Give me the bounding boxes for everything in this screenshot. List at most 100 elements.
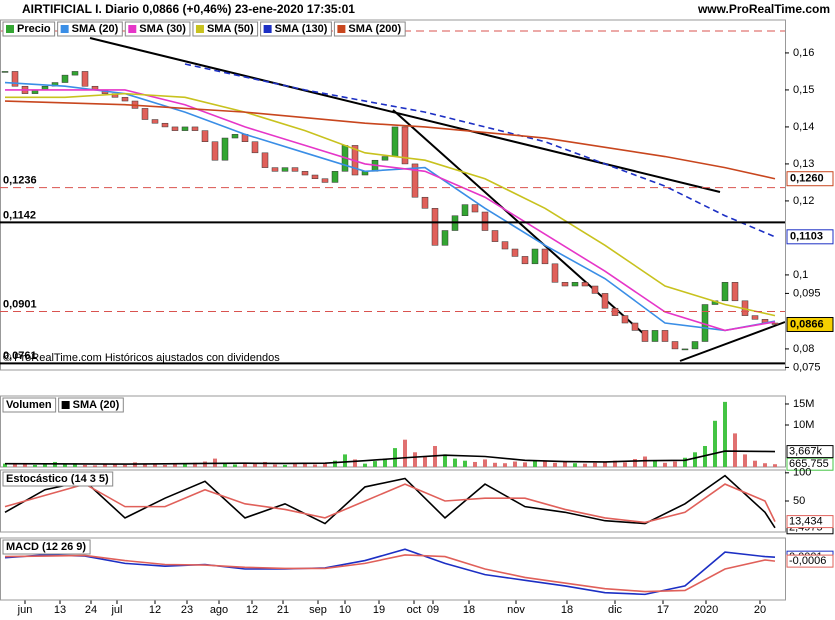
x-tick-label: 18 xyxy=(463,604,475,616)
x-tick-label: 09 xyxy=(427,604,439,616)
candle xyxy=(441,230,449,246)
y-tick-label: 0,08 xyxy=(793,343,814,355)
y-tick-label: 0,12 xyxy=(793,195,814,207)
candle xyxy=(141,108,149,120)
volume-bar xyxy=(333,460,337,467)
legend-swatch xyxy=(195,25,204,33)
candle xyxy=(671,341,679,350)
volume-bar xyxy=(183,464,187,467)
candle xyxy=(481,211,489,231)
x-tick-label: 13 xyxy=(54,604,66,616)
volume-bar xyxy=(693,452,697,467)
value-label: 13,434 xyxy=(789,516,823,528)
volume-bar xyxy=(33,464,37,467)
level-label: 0,0761 xyxy=(3,350,37,362)
level-label: 0,1142 xyxy=(3,209,36,221)
volume-bar xyxy=(43,464,47,467)
volume-bar xyxy=(153,464,157,467)
value-label: -0,0006 xyxy=(789,555,826,567)
legend-label: SMA (20) xyxy=(73,399,120,411)
x-tick-label: sep xyxy=(309,604,327,616)
volume-bar xyxy=(393,448,397,467)
trend-line xyxy=(679,321,786,362)
value-box xyxy=(786,457,834,471)
legend-swatch xyxy=(60,25,69,33)
candle xyxy=(181,126,189,131)
volume-bar xyxy=(443,454,447,467)
candle xyxy=(581,282,589,287)
volume-bar xyxy=(363,463,367,467)
volume-bar xyxy=(383,458,387,467)
volume-bar xyxy=(643,456,647,467)
candle xyxy=(491,230,499,242)
panel-frame xyxy=(0,19,786,371)
volume-bar xyxy=(353,459,357,467)
candle xyxy=(591,285,599,294)
candle xyxy=(471,204,479,213)
legend-label: MACD (12 26 9) xyxy=(6,541,86,553)
value-box xyxy=(786,445,834,459)
volume-bar xyxy=(683,457,687,467)
volume-bar xyxy=(493,462,497,467)
y-tick-label: 0,1 xyxy=(793,269,808,281)
legend-item xyxy=(124,21,191,37)
volume-bar xyxy=(573,463,577,467)
volume-bar xyxy=(283,464,287,467)
candle xyxy=(291,167,299,172)
volume-bar xyxy=(763,463,767,467)
indicator-line xyxy=(4,554,776,593)
indicator-line xyxy=(4,474,776,529)
candle xyxy=(211,141,219,161)
volume-bar xyxy=(533,460,537,467)
volume-bar xyxy=(313,464,317,467)
candle xyxy=(121,97,129,102)
candle xyxy=(501,241,509,250)
volume-bar xyxy=(583,463,587,467)
volume-bar xyxy=(343,454,347,467)
trend-line xyxy=(89,37,721,193)
candle xyxy=(391,126,399,157)
candle xyxy=(721,282,729,302)
legend-swatch xyxy=(61,401,70,409)
legend-label: SMA (30) xyxy=(139,23,186,35)
candle xyxy=(771,322,779,325)
candle xyxy=(421,196,429,209)
indicator-line xyxy=(4,100,776,180)
candle xyxy=(431,208,439,246)
candle xyxy=(661,330,669,342)
candle xyxy=(561,282,569,287)
volume-bar xyxy=(23,463,27,467)
volume-bar xyxy=(223,463,227,467)
candle xyxy=(71,71,79,76)
x-tick-label: 12 xyxy=(246,604,258,616)
x-tick-label: nov xyxy=(507,604,525,616)
volume-bar xyxy=(463,460,467,467)
indicator-line xyxy=(4,548,776,596)
level-label: 0,0901 xyxy=(3,298,37,310)
candle xyxy=(311,174,319,179)
legend-item xyxy=(57,21,123,37)
x-tick-label: 18 xyxy=(561,604,573,616)
candle xyxy=(601,293,609,309)
candle xyxy=(61,74,69,83)
site-link[interactable]: www.ProRealTime.com xyxy=(697,2,830,16)
volume-bar xyxy=(673,461,677,467)
candle xyxy=(1,71,9,73)
volume-bar xyxy=(203,461,207,467)
source-note: © ProRealTime.com Históricos ajustados c… xyxy=(3,352,280,364)
volume-bar xyxy=(593,462,597,467)
volume-bar xyxy=(63,464,67,467)
volume-bar xyxy=(563,461,567,467)
y-tick-label: 15M xyxy=(793,398,814,410)
candle xyxy=(11,71,19,87)
volume-bar xyxy=(303,463,307,467)
panel-frame xyxy=(0,537,786,601)
volume-bar xyxy=(603,461,607,467)
legend-item xyxy=(2,471,114,487)
candle xyxy=(321,178,329,183)
x-tick-label: 21 xyxy=(277,604,289,616)
y-tick-label: 0,16 xyxy=(793,47,814,59)
